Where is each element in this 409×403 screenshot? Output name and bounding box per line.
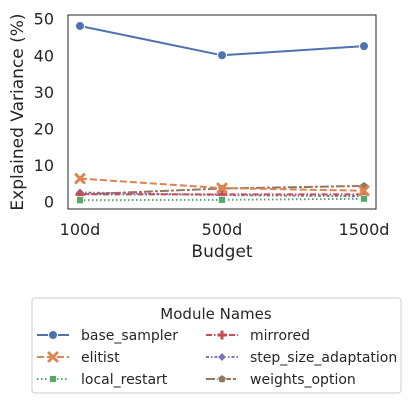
legend-item-step-size-adaptation: step_size_adaptation: [206, 350, 397, 366]
data-point-local-restart: [76, 196, 84, 205]
legend-label: step_size_adaptation: [250, 350, 397, 366]
data-point-local-restart: [218, 195, 226, 204]
data-point-elitist: [74, 173, 86, 185]
series-line-local-restart: [79, 197, 365, 202]
x-tick-label: 500d: [202, 220, 243, 239]
legend-label: elitist: [81, 350, 120, 366]
legend-label: local_restart: [81, 372, 168, 388]
legend-item-base-sampler: base_sampler: [37, 328, 178, 344]
data-point-elitist: [358, 185, 370, 197]
legend-label: mirrored: [250, 328, 310, 344]
data-point-base-sampler: [217, 50, 227, 61]
legend-item-weights-option: weights_option: [206, 372, 356, 388]
series-base-sampler: [75, 20, 369, 61]
y-tick-label: 40: [34, 46, 54, 65]
x-axis-title: Budget: [191, 242, 252, 262]
y-tick-label: 0: [44, 193, 54, 212]
legend-label: base_sampler: [81, 328, 178, 344]
y-tick-label: 20: [34, 119, 54, 138]
legend-box: [31, 297, 402, 394]
plot-area: [67, 14, 377, 210]
series-local-restart: [76, 194, 368, 205]
legend-marker: [48, 330, 58, 340]
data-point-local-restart: [360, 194, 368, 203]
legend-marker: [47, 351, 59, 363]
y-tick-label: 10: [34, 156, 54, 175]
x-tick-label: 1500d: [339, 220, 390, 239]
legend-marker: [217, 330, 227, 340]
y-tick-label: 50: [34, 10, 54, 29]
x-tick-label: 100d: [60, 220, 101, 239]
legend-item-elitist: elitist: [37, 350, 120, 366]
series-elitist: [74, 173, 370, 197]
y-tick-label: 30: [34, 83, 54, 102]
data-point-base-sampler: [75, 20, 85, 31]
x-axis: 100d 500d 1500d: [60, 220, 390, 239]
legend-marker: [217, 374, 227, 384]
legend-marker: [49, 375, 57, 383]
legend-title: Module Names: [160, 305, 272, 323]
legend-marker: [216, 351, 228, 363]
data-point-base-sampler: [359, 41, 369, 52]
legend-label: weights_option: [250, 372, 356, 388]
y-axis: 0 10 20 30 40 50: [34, 10, 54, 212]
y-axis-title: Explained Variance (%): [8, 13, 28, 210]
legend-item-mirrored: mirrored: [206, 328, 310, 344]
series-line-weights-option: [79, 184, 365, 196]
legend-item-local-restart: local_restart: [37, 372, 168, 388]
data-point-elitist: [216, 182, 228, 194]
plot-frame: [67, 14, 377, 210]
